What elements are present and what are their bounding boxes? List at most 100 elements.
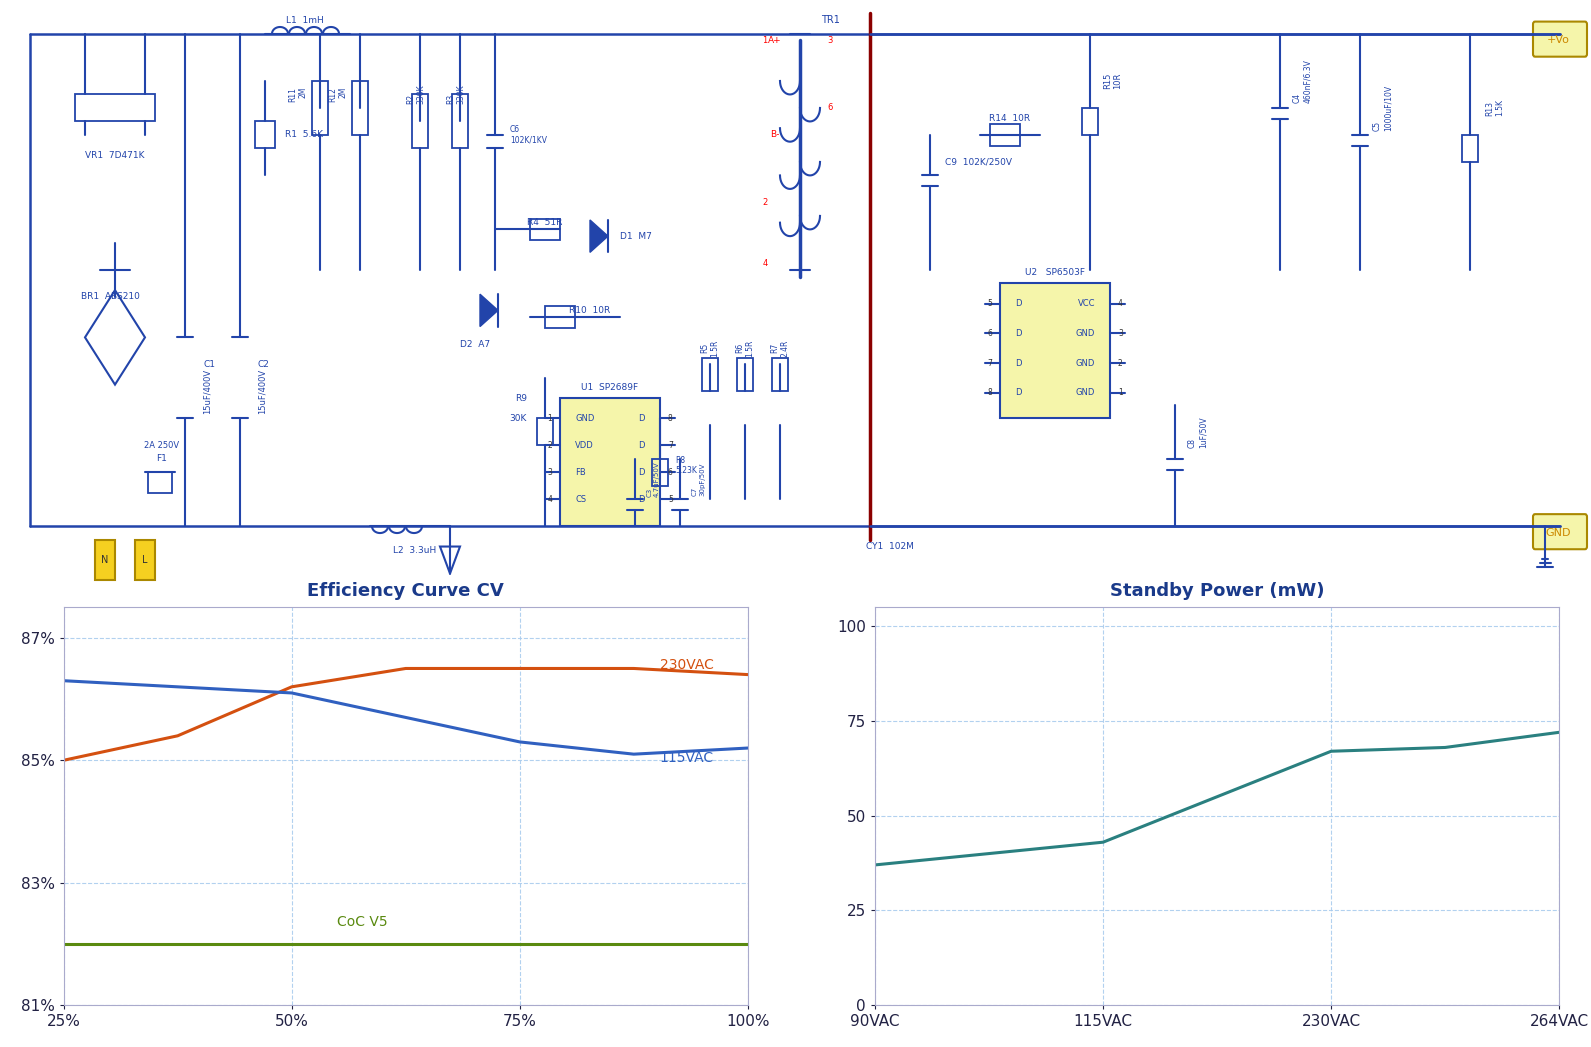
Text: C3
4.7uF/50V: C3 4.7uF/50V (648, 462, 660, 497)
Bar (737, 358, 753, 392)
Text: R3
330K: R3 330K (445, 85, 466, 105)
Text: R4  51R: R4 51R (527, 218, 563, 227)
Text: D: D (1015, 388, 1021, 397)
Text: GND: GND (1076, 358, 1095, 367)
Text: C6
102K/1KV: C6 102K/1KV (511, 126, 547, 144)
Text: C7
30pF/50V: C7 30pF/50V (692, 463, 705, 495)
Text: F1: F1 (156, 454, 167, 464)
Text: 1: 1 (547, 414, 552, 423)
Text: 2: 2 (762, 198, 767, 207)
Bar (312, 81, 328, 135)
Title: Standby Power (mW): Standby Power (mW) (1111, 582, 1324, 600)
Bar (1001, 284, 1111, 419)
Text: L2  3.3uH: L2 3.3uH (393, 547, 436, 555)
Text: 15uF/400V: 15uF/400V (204, 369, 212, 414)
Text: TR1: TR1 (821, 16, 840, 25)
Text: 1: 1 (1118, 388, 1123, 397)
Text: 3: 3 (827, 36, 832, 45)
Text: 230VAC: 230VAC (660, 658, 713, 671)
Text: GND: GND (574, 414, 595, 423)
Text: CS: CS (574, 495, 585, 504)
Text: 6: 6 (986, 329, 993, 338)
Text: R11
2M: R11 2M (288, 87, 309, 102)
Text: R5
1.5R: R5 1.5R (700, 339, 719, 357)
Text: N: N (102, 555, 108, 565)
Text: C5
1000uF/10V: C5 1000uF/10V (1373, 85, 1392, 131)
Text: D: D (1015, 358, 1021, 367)
Text: C2: C2 (258, 360, 270, 369)
Text: 4: 4 (1118, 299, 1123, 308)
Text: GND: GND (1076, 388, 1095, 397)
Text: C1: C1 (204, 360, 215, 369)
Text: GND: GND (1076, 329, 1095, 338)
Text: 6: 6 (668, 468, 673, 476)
Text: C9  102K/250V: C9 102K/250V (945, 157, 1012, 166)
Bar (75, 94, 154, 121)
Text: D: D (638, 441, 644, 450)
Text: R7
2.4R: R7 2.4R (770, 339, 789, 357)
Polygon shape (590, 220, 608, 252)
Bar (560, 398, 660, 527)
Bar (538, 419, 554, 445)
Bar (772, 358, 788, 392)
Text: D: D (638, 468, 644, 476)
Text: D: D (638, 414, 644, 423)
Text: R10  10R: R10 10R (570, 306, 611, 315)
Bar (95, 540, 115, 580)
Text: 115VAC: 115VAC (659, 751, 713, 765)
Bar (1082, 108, 1098, 135)
Bar (412, 94, 428, 149)
Text: D: D (638, 495, 644, 504)
Text: R9: R9 (515, 394, 527, 403)
Title: Efficiency Curve CV: Efficiency Curve CV (307, 582, 504, 600)
Text: R6
1.5R: R6 1.5R (735, 339, 754, 357)
Text: D1  M7: D1 M7 (620, 231, 652, 241)
FancyBboxPatch shape (1534, 514, 1586, 550)
Text: VCC: VCC (1077, 299, 1095, 308)
Text: 6: 6 (827, 104, 832, 112)
Bar (546, 307, 574, 328)
Text: R15
10R: R15 10R (1103, 73, 1122, 89)
Text: R2
330K: R2 330K (406, 85, 425, 105)
Text: R8
5.23K: R8 5.23K (675, 455, 697, 475)
Text: CY1  102M: CY1 102M (866, 542, 913, 551)
Bar (135, 540, 154, 580)
Bar (352, 81, 368, 135)
Text: B-: B- (770, 131, 780, 139)
Text: 3: 3 (1118, 329, 1123, 338)
Bar (1462, 135, 1478, 162)
Bar (255, 121, 275, 149)
Text: D: D (1015, 329, 1021, 338)
Bar (652, 459, 668, 486)
Text: BR1  ABS210: BR1 ABS210 (81, 292, 140, 302)
Text: D: D (1015, 299, 1021, 308)
Text: R12
2M: R12 2M (329, 87, 348, 102)
Text: D2  A7: D2 A7 (460, 339, 490, 349)
Text: R13
1.5K: R13 1.5K (1484, 99, 1505, 116)
Polygon shape (480, 294, 498, 327)
Text: 2: 2 (547, 441, 552, 450)
Text: L1  1mH: L1 1mH (286, 16, 325, 25)
Text: 7: 7 (668, 441, 673, 450)
Text: L: L (142, 555, 148, 565)
FancyBboxPatch shape (1534, 22, 1586, 57)
Text: 4: 4 (547, 495, 552, 504)
Text: R14  10R: R14 10R (990, 114, 1031, 124)
Text: 3: 3 (547, 468, 552, 476)
Text: 15uF/400V: 15uF/400V (258, 369, 267, 414)
Text: 7: 7 (986, 358, 993, 367)
Text: 5: 5 (668, 495, 673, 504)
Text: CoC V5: CoC V5 (337, 915, 388, 929)
Text: VR1  7D471K: VR1 7D471K (86, 151, 145, 160)
Text: FB: FB (574, 468, 585, 476)
Text: 8: 8 (988, 388, 993, 397)
Text: A+: A+ (768, 36, 781, 45)
Text: GND: GND (1545, 528, 1570, 538)
Text: 30K: 30K (509, 414, 527, 423)
Text: VDD: VDD (574, 441, 593, 450)
Text: 2A 250V: 2A 250V (145, 441, 180, 450)
Bar (452, 94, 468, 149)
Text: C8
1uF/50V: C8 1uF/50V (1188, 416, 1208, 448)
Text: 1: 1 (762, 36, 767, 45)
Bar (530, 219, 560, 240)
